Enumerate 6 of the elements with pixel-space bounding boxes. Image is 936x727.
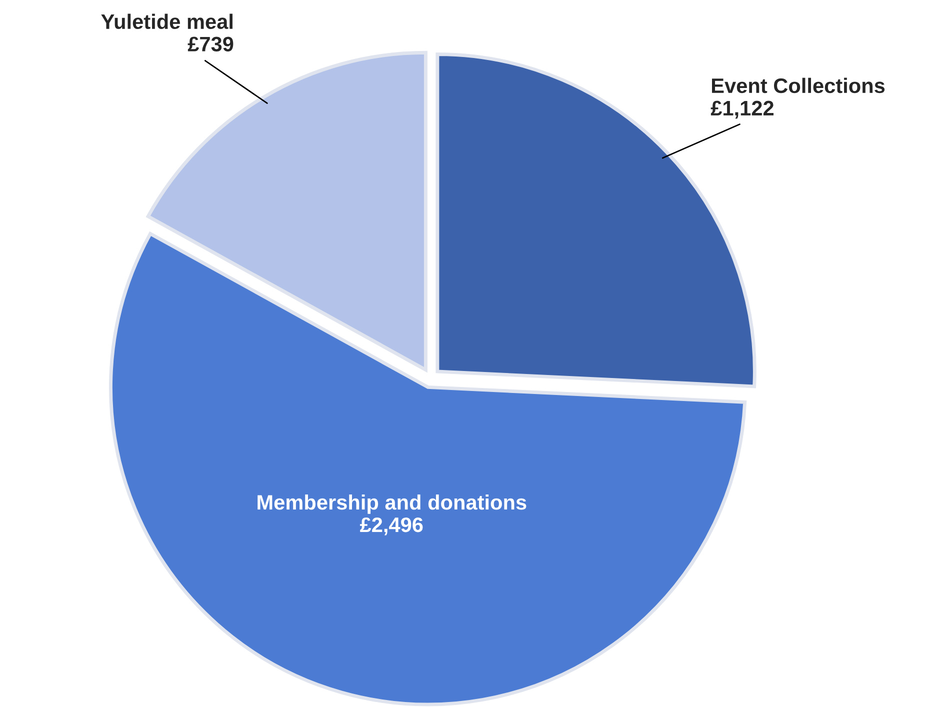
slice-label: Event Collections [712,78,885,94]
slice-label: Membership and donations [258,494,526,514]
data-label: £739 [188,36,234,52]
data-label: £2,496 [360,517,423,536]
slice-label: Yuletide meal [101,14,232,30]
data-label: £1,122 [710,100,774,119]
